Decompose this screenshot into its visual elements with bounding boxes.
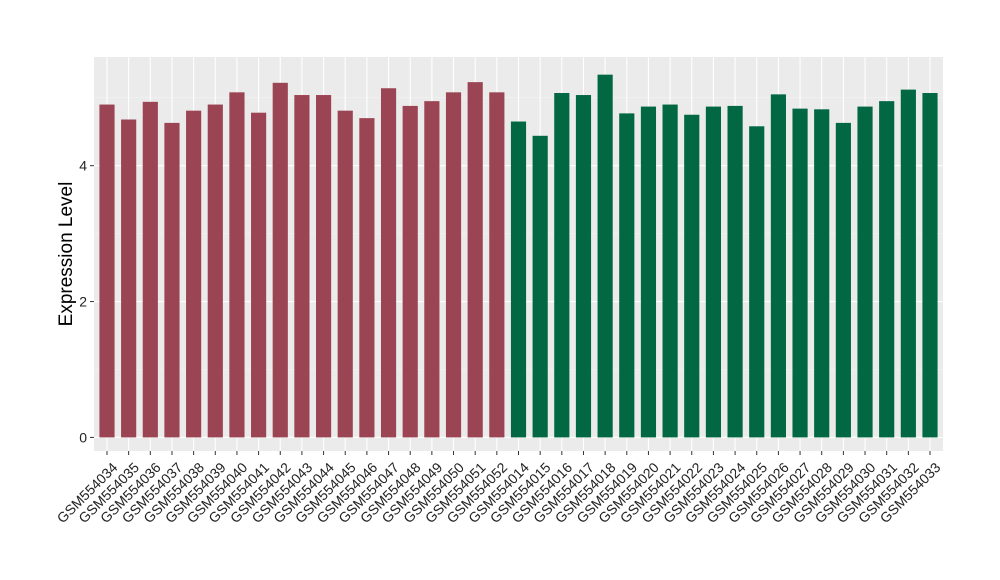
- bars: [99, 74, 938, 438]
- bar-GSM554048: [402, 105, 418, 438]
- y-axis-title: Expression Level: [56, 182, 77, 327]
- bar-GSM554026: [770, 94, 786, 438]
- bar-GSM554035: [121, 119, 137, 438]
- bar-GSM554020: [640, 106, 657, 438]
- bar-GSM554052: [489, 92, 505, 438]
- bar-GSM554032: [900, 89, 916, 438]
- y-tick-label: 0: [79, 429, 87, 445]
- bar-GSM554043: [294, 95, 310, 438]
- bar-GSM554038: [186, 110, 202, 438]
- bar-GSM554023: [705, 106, 722, 438]
- bar-GSM554039: [207, 104, 223, 438]
- bar-GSM554016: [554, 93, 570, 438]
- x-axis: GSM554034GSM554035GSM554036GSM554037GSM5…: [54, 451, 944, 526]
- y-tick-label: 4: [79, 158, 87, 174]
- bar-GSM554027: [792, 108, 808, 438]
- bar-GSM554030: [857, 106, 873, 438]
- bar-GSM554029: [835, 122, 851, 438]
- bar-GSM554046: [359, 118, 375, 438]
- bar-GSM554024: [727, 105, 743, 438]
- bar-GSM554028: [814, 109, 830, 438]
- bar-GSM554025: [749, 126, 765, 438]
- bar-GSM554021: [662, 104, 678, 438]
- bar-GSM554051: [467, 82, 483, 438]
- bar-GSM554036: [142, 101, 158, 438]
- bar-GSM554042: [272, 82, 288, 438]
- bar-GSM554041: [251, 112, 267, 438]
- bar-GSM554045: [337, 110, 353, 438]
- bar-GSM554047: [380, 88, 397, 438]
- bar-GSM554033: [922, 93, 938, 438]
- bar-GSM554018: [597, 74, 613, 438]
- bar-GSM554022: [684, 114, 700, 438]
- bar-GSM554014: [510, 121, 527, 438]
- bar-GSM554019: [619, 113, 635, 438]
- bar-GSM554015: [532, 135, 548, 438]
- bar-GSM554034: [99, 104, 115, 438]
- bar-GSM554050: [445, 92, 462, 438]
- bar-GSM554031: [879, 101, 895, 438]
- y-axis: 0 2 4: [79, 158, 94, 445]
- y-tick-label: 2: [79, 294, 87, 310]
- bar-GSM554044: [315, 95, 332, 438]
- bar-GSM554040: [229, 92, 245, 438]
- bar-GSM554017: [575, 95, 592, 438]
- bar-GSM554037: [164, 122, 180, 438]
- bar-GSM554049: [424, 101, 440, 438]
